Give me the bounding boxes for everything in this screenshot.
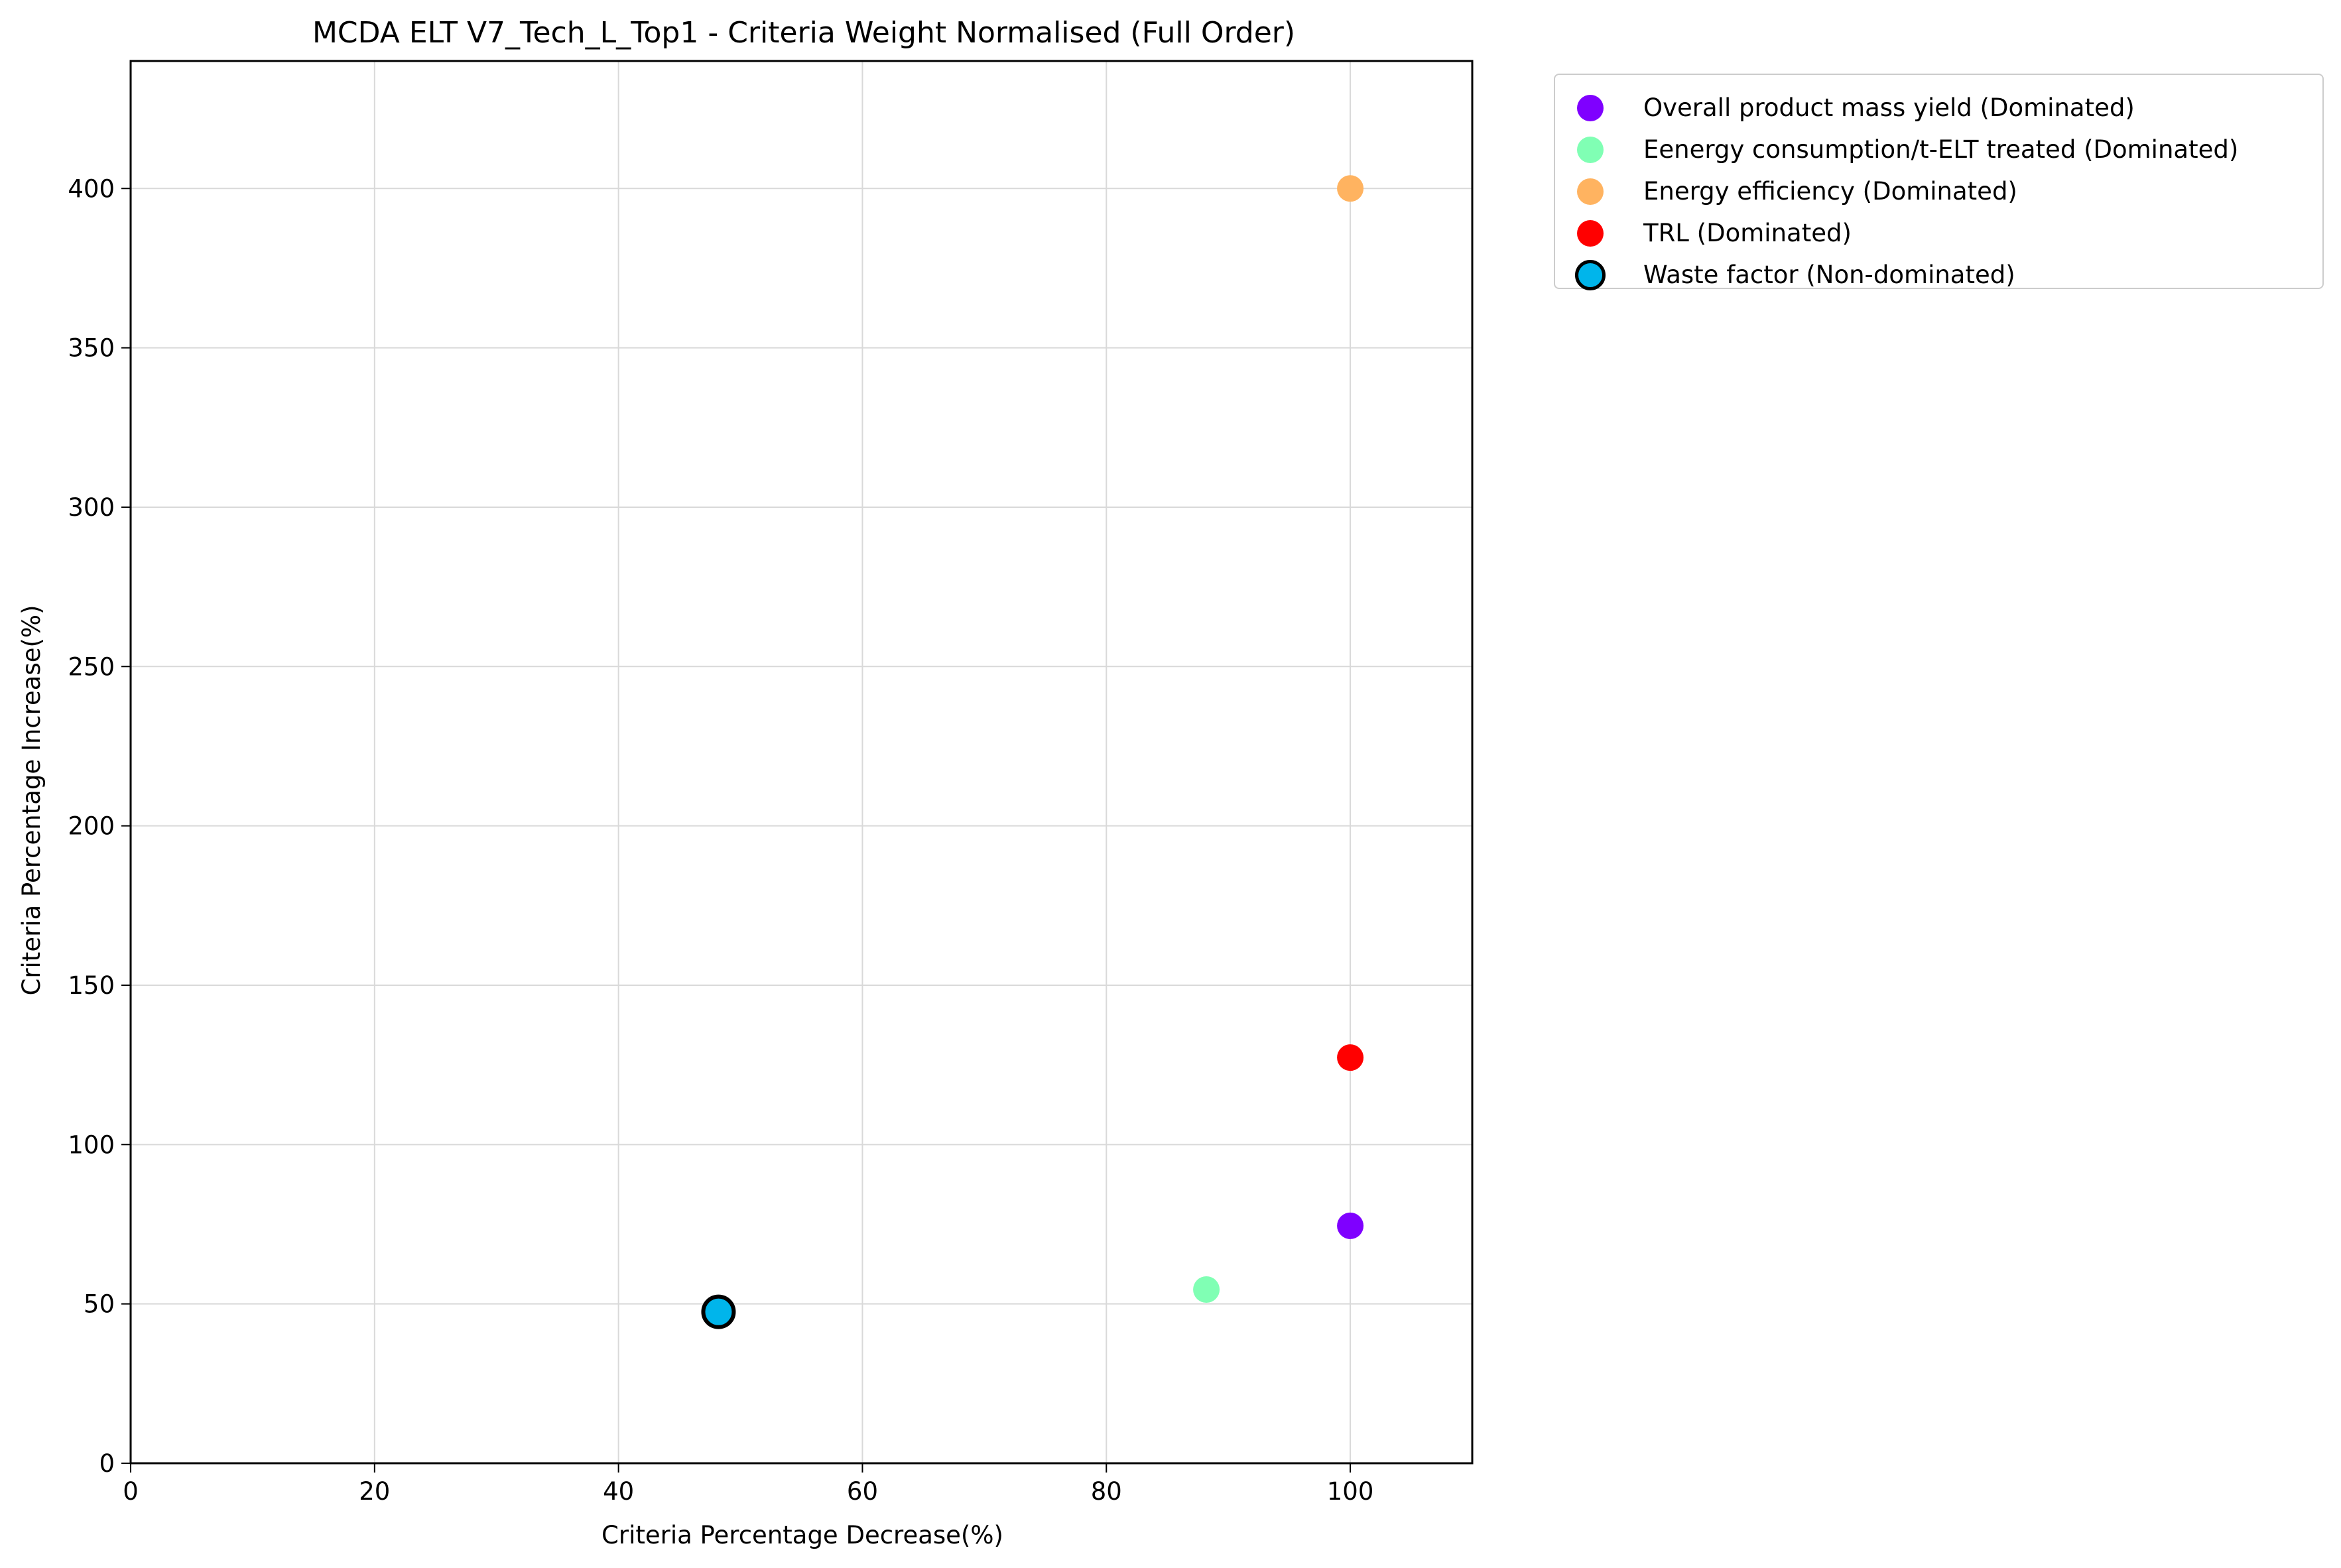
legend-item: TRL (Dominated): [1555, 213, 2322, 254]
y-tick-label: 200: [68, 812, 115, 841]
legend-marker: [1577, 178, 1604, 205]
y-tick-label: 250: [68, 652, 115, 681]
x-tick-label: 40: [603, 1477, 634, 1506]
legend-label: Overall product mass yield (Dominated): [1643, 93, 2135, 122]
x-tick-label: 0: [123, 1477, 139, 1506]
legend-item: Energy efficiency (Dominated): [1555, 171, 2322, 212]
legend-item: Waste factor (Non-dominated): [1555, 255, 2322, 296]
legend-item: Eenergy consumption/t-ELT treated (Domin…: [1555, 129, 2322, 170]
data-point-5: [701, 1294, 736, 1329]
data-point-4: [1337, 1044, 1364, 1071]
legend-label: TRL (Dominated): [1643, 219, 1852, 247]
data-point-1: [1337, 1212, 1364, 1239]
x-axis-label: Criteria Percentage Decrease(%): [601, 1521, 1003, 1549]
data-points: [701, 175, 1364, 1329]
chart-title: MCDA ELT V7_Tech_L_Top1 - Criteria Weigh…: [312, 16, 1295, 50]
axes: 0 20 40 60 80 100 0 50 100 150 200 250 300 350 400: [68, 174, 1373, 1506]
data-point-2: [1193, 1276, 1220, 1303]
y-tick-label: 350: [68, 334, 115, 363]
legend-marker: [1577, 220, 1604, 247]
data-point-3: [1337, 175, 1364, 202]
legend-marker: [1575, 260, 1606, 290]
y-tick-label: 400: [68, 174, 115, 203]
legend-label: Eenergy consumption/t-ELT treated (Domin…: [1643, 135, 2239, 164]
legend-marker: [1577, 137, 1604, 163]
plot-area-frame: [129, 60, 1474, 1465]
x-tick-label: 60: [847, 1477, 878, 1506]
legend-label: Waste factor (Non-dominated): [1643, 261, 2015, 289]
y-tick-label: 100: [68, 1130, 115, 1159]
legend-item: Overall product mass yield (Dominated): [1555, 88, 2322, 129]
x-tick-label: 100: [1327, 1477, 1374, 1506]
x-tick-label: 80: [1091, 1477, 1122, 1506]
y-tick-label: 150: [68, 971, 115, 1000]
grid-lines: [130, 61, 1472, 1464]
x-tick-label: 20: [359, 1477, 390, 1506]
legend-label: Energy efficiency (Dominated): [1643, 177, 2017, 206]
legend: Overall product mass yield (Dominated) Ee…: [1554, 74, 2324, 290]
y-tick-label: 300: [68, 493, 115, 522]
y-tick-label: 0: [99, 1449, 115, 1478]
legend-marker: [1577, 95, 1604, 121]
y-tick-label: 50: [84, 1290, 115, 1319]
y-axis-label: Criteria Percentage Increase(%): [17, 605, 46, 995]
